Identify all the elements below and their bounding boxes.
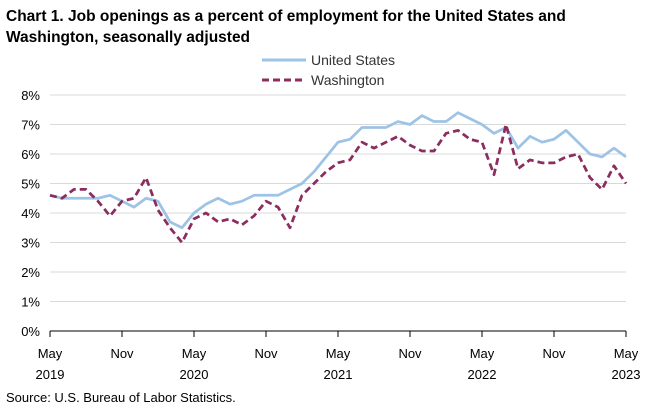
y-tick-label: 2% [21, 265, 40, 280]
x-tick-month: May [182, 346, 207, 361]
y-tick-label: 1% [21, 295, 40, 310]
y-tick-label: 0% [21, 324, 40, 339]
series-lines [49, 111, 628, 244]
series-line-united-states [49, 111, 627, 230]
legend: United States Washington [262, 52, 395, 88]
y-tick-label: 5% [21, 177, 40, 192]
x-tick-month: May [326, 346, 351, 361]
x-tick-month: Nov [254, 346, 278, 361]
gridlines [50, 94, 626, 302]
x-tick-month: Nov [398, 346, 422, 361]
y-tick-label: 4% [21, 206, 40, 221]
x-tick-month: May [470, 346, 495, 361]
x-tick-year: 2020 [180, 367, 209, 382]
legend-label: Washington [311, 72, 384, 88]
x-tick-year: 2021 [324, 367, 353, 382]
x-tick-year: 2019 [36, 367, 65, 382]
x-tick-month: Nov [110, 346, 134, 361]
legend-label: United States [311, 52, 395, 68]
x-tick-month: May [38, 346, 63, 361]
y-tick-label: 6% [21, 147, 40, 162]
x-tick-month: Nov [542, 346, 566, 361]
series-line-washington [49, 123, 628, 244]
y-tick-label: 7% [21, 118, 40, 133]
axes: 0% 1% 2% 3% 4% 5% 6% 7% 8% May 2019 Nov May 2020 Nov Ma… [21, 88, 640, 382]
x-tick-year: 2023 [612, 367, 641, 382]
y-tick-label: 8% [21, 88, 40, 103]
source-note: Source: U.S. Bureau of Labor Statistics. [6, 390, 236, 405]
x-tick-year: 2022 [468, 367, 497, 382]
x-tick-month: May [614, 346, 639, 361]
chart-title: Chart 1. Job openings as a percent of em… [6, 8, 566, 46]
y-tick-label: 3% [21, 236, 40, 251]
